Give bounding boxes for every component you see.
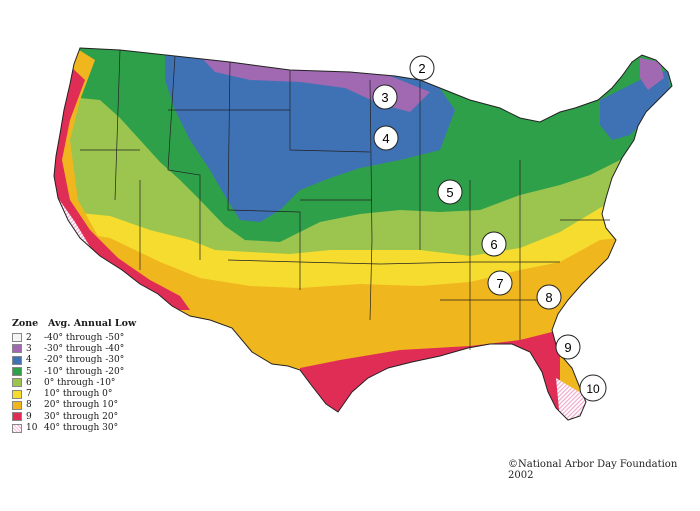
legend-zone-range: 30° through 20°	[44, 411, 119, 422]
legend-zone-range: -10° through -20°	[44, 366, 125, 377]
zone-swatch	[12, 389, 22, 399]
zone-legend: Zone Avg. Annual Low 2 -40° through -50°…	[12, 318, 202, 434]
svg-text:8: 8	[545, 290, 552, 305]
legend-row: 8 20° through 10°	[12, 400, 202, 411]
zone-swatch	[12, 423, 22, 433]
svg-text:6: 6	[490, 237, 497, 252]
svg-text:2: 2	[418, 61, 425, 76]
zone-swatch	[12, 400, 22, 410]
legend-zone-range: -20° through -30°	[44, 355, 125, 366]
state-borders	[80, 49, 610, 350]
zone-swatch	[12, 412, 22, 422]
us-outline	[53, 47, 673, 421]
legend-zone-number: 5	[26, 366, 32, 377]
zone-swatch	[12, 355, 22, 365]
zone-label-8: 8	[536, 284, 562, 310]
zone-label-5: 5	[437, 179, 463, 205]
svg-text:9: 9	[564, 340, 571, 355]
zone-label-2: 2	[409, 55, 435, 81]
svg-text:3: 3	[381, 90, 388, 105]
zone-label-4: 4	[373, 125, 399, 151]
legend-row: 3 -30° through -40°	[12, 343, 202, 354]
legend-low-header: Avg. Annual Low	[48, 318, 137, 329]
legend-zone-range: 40° through 30°	[44, 423, 119, 434]
legend-row: 5 -10° through -20°	[12, 366, 202, 377]
zone-swatch	[12, 367, 22, 377]
legend-zone-number: 2	[26, 332, 32, 343]
legend-zone-range: 10° through 0°	[44, 389, 113, 400]
legend-zone-header: Zone	[12, 318, 39, 329]
legend-row: 6 0° through -10°	[12, 377, 202, 388]
svg-text:7: 7	[496, 276, 503, 291]
legend-zone-range: -40° through -50°	[44, 332, 125, 343]
zone-label-6: 6	[481, 231, 507, 257]
legend-zone-range: 20° through 10°	[44, 400, 119, 411]
zone-label-9: 9	[555, 334, 581, 360]
legend-zone-number: 6	[26, 377, 32, 388]
legend-zone-number: 3	[26, 343, 32, 354]
svg-text:4: 4	[382, 131, 389, 146]
legend-row: 4 -20° through -30°	[12, 355, 202, 366]
legend-zone-number: 10	[26, 423, 38, 434]
svg-text:5: 5	[446, 185, 453, 200]
legend-row: 2 -40° through -50°	[12, 332, 202, 343]
zone-swatch	[12, 333, 22, 343]
zone-swatch	[12, 378, 22, 388]
svg-text:10: 10	[586, 382, 600, 396]
legend-zone-number: 7	[26, 389, 32, 400]
legend-zone-number: 9	[26, 411, 32, 422]
legend-header: Zone Avg. Annual Low	[12, 318, 202, 329]
zone-swatch	[12, 344, 22, 354]
copyright-notice: ©National Arbor Day Foundation 2002	[508, 459, 678, 481]
legend-zone-number: 8	[26, 400, 32, 411]
legend-row: 7 10° through 0°	[12, 388, 202, 399]
legend-row: 10 40° through 30°	[12, 422, 202, 433]
zone-label-7: 7	[487, 270, 513, 296]
legend-row: 9 30° through 20°	[12, 411, 202, 422]
zone-label-10: 10	[579, 374, 607, 402]
legend-zone-number: 4	[26, 355, 32, 366]
legend-zone-range: 0° through -10°	[44, 377, 116, 388]
zone-label-3: 3	[372, 84, 398, 110]
legend-zone-range: -30° through -40°	[44, 343, 125, 354]
